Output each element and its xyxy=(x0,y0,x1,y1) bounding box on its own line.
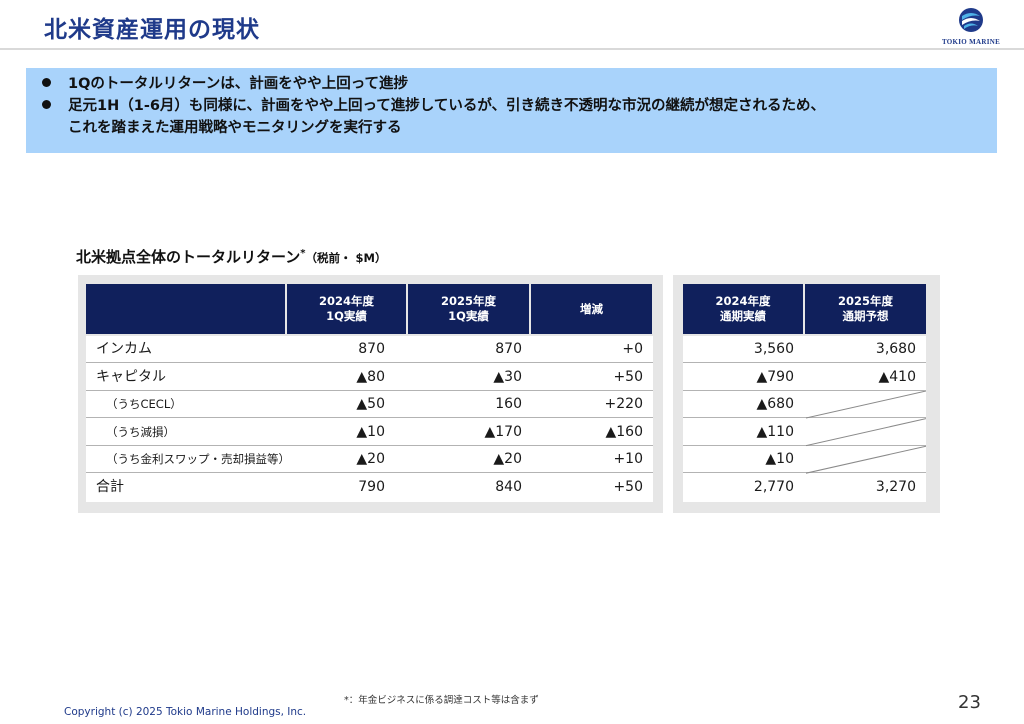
cell-value: ▲790 xyxy=(756,368,795,385)
summary-bullet-1: 1Qのトータルリターンは、計画をやや上回って進捗 xyxy=(42,74,408,95)
annual-table: 3,560 3,680 ▲790 ▲410 ▲680 ▲110 ▲10 2,770 3,270 xyxy=(683,336,926,502)
quarterly-table: インカム 870 870 +0 キャピタル ▲80 ▲30 +50 （うちCECL） ▲50 160… xyxy=(86,336,653,502)
cell-value: 2,770 xyxy=(753,479,794,495)
logo-text: TOKIO MARINE xyxy=(941,38,1001,46)
cell-value: 3,680 xyxy=(875,341,916,357)
section-title: 北米拠点全体のトータルリターン*（税前・ $M） xyxy=(76,248,387,266)
tokio-marine-logo-icon xyxy=(959,8,983,32)
row-label: （うち減損） xyxy=(106,424,175,439)
cell-value: 870 xyxy=(495,341,522,357)
table-row: （うち金利スワップ・売却損益等） ▲20 ▲20 +10 xyxy=(86,446,653,474)
footnote: *：年金ビジネスに係る調達コスト等は含まず xyxy=(344,695,539,706)
column-header: 2025年度 1Q実績 xyxy=(408,284,529,334)
company-logo: TOKIO MARINE xyxy=(936,6,1006,46)
cell-value: 3,560 xyxy=(753,341,794,357)
summary-bullet-2-continued: これを踏まえた運用戦略やモニタリングを実行する xyxy=(68,120,402,136)
cell-value: ▲10 xyxy=(356,423,385,440)
table-row: インカム 870 870 +0 xyxy=(86,336,653,363)
cell-value: ▲80 xyxy=(356,368,385,385)
cell-value: +50 xyxy=(613,479,643,495)
table-row: 2,770 3,270 xyxy=(683,474,926,501)
cell-value: ▲20 xyxy=(356,451,385,468)
table-row: 3,560 3,680 xyxy=(683,336,926,363)
cell-value: ▲10 xyxy=(765,451,794,468)
empty-cell-diagonal xyxy=(806,391,926,419)
row-label: （うち金利スワップ・売却損益等） xyxy=(106,452,290,467)
cell-value: 160 xyxy=(495,396,522,413)
column-header: 2024年度 通期実績 xyxy=(683,284,803,334)
empty-cell-diagonal xyxy=(806,418,926,447)
cell-value: 840 xyxy=(495,479,522,495)
cell-value: ▲170 xyxy=(484,423,523,440)
table-row: ▲10 xyxy=(683,446,926,474)
row-label: キャピタル xyxy=(96,368,166,385)
cell-value: ▲20 xyxy=(493,451,522,468)
row-label: 合計 xyxy=(96,479,124,495)
summary-box: 1Qのトータルリターンは、計画をやや上回って進捗 足元1H（1-6月）も同様に、… xyxy=(26,68,997,153)
column-header: 2025年度 通期予想 xyxy=(805,284,926,334)
row-label: （うちCECL） xyxy=(106,397,182,412)
cell-value: +10 xyxy=(613,451,643,468)
column-header: 増減 xyxy=(531,284,652,334)
table-row: （うちCECL） ▲50 160 +220 xyxy=(86,391,653,419)
table-row: （うち減損） ▲10 ▲170 ▲160 xyxy=(86,419,653,446)
cell-value: ▲160 xyxy=(605,423,644,440)
empty-cell-diagonal xyxy=(806,445,926,474)
diagonal-lines xyxy=(806,391,926,474)
cell-value: ▲410 xyxy=(878,368,917,385)
cell-value: 790 xyxy=(358,479,385,495)
column-header: 2024年度 1Q実績 xyxy=(287,284,406,334)
table-row: ▲680 xyxy=(683,391,926,419)
cell-value: ▲110 xyxy=(756,423,795,440)
copyright: Copyright (c) 2025 Tokio Marine Holdings… xyxy=(64,706,307,718)
row-label: インカム xyxy=(96,341,152,357)
cell-value: +50 xyxy=(613,368,643,385)
cell-value: 870 xyxy=(358,341,385,357)
table-row: ▲790 ▲410 xyxy=(683,364,926,391)
cell-value: +220 xyxy=(604,396,643,413)
page-number: 23 xyxy=(958,692,981,713)
table-row: ▲110 xyxy=(683,419,926,446)
label-column-header xyxy=(86,284,285,334)
cell-value: ▲50 xyxy=(356,396,385,413)
summary-bullet-2: 足元1H（1-6月）も同様に、計画をやや上回って進捗しているが、引き続き不透明な… xyxy=(42,96,825,117)
cell-value: 3,270 xyxy=(875,479,916,495)
cell-value: ▲680 xyxy=(756,396,795,413)
cell-value: ▲30 xyxy=(493,368,522,385)
page-title: 北米資産運用の現状 xyxy=(44,17,260,43)
table-row: 合計 790 840 +50 xyxy=(86,474,653,501)
table-row: キャピタル ▲80 ▲30 +50 xyxy=(86,364,653,391)
cell-value: +0 xyxy=(622,341,643,357)
title-divider xyxy=(0,48,1024,50)
